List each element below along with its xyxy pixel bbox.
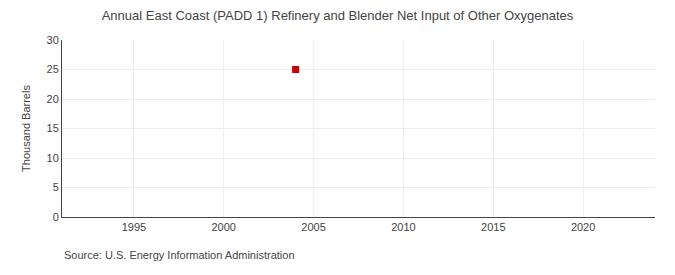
svg-text:2005: 2005 (301, 221, 325, 233)
svg-text:25: 25 (47, 63, 59, 75)
svg-text:20: 20 (47, 93, 59, 105)
svg-text:15: 15 (47, 122, 59, 134)
svg-text:5: 5 (53, 181, 59, 193)
svg-text:Source: U.S. Energy Informatio: Source: U.S. Energy Information Administ… (64, 249, 295, 261)
svg-text:2000: 2000 (211, 221, 235, 233)
svg-text:1995: 1995 (122, 221, 146, 233)
svg-text:2010: 2010 (391, 221, 415, 233)
svg-text:10: 10 (47, 152, 59, 164)
svg-text:Annual East Coast (PADD 1) Ref: Annual East Coast (PADD 1) Refinery and … (102, 8, 574, 23)
svg-text:0: 0 (53, 211, 59, 223)
svg-text:Thousand Barrels: Thousand Barrels (20, 85, 32, 172)
svg-text:2015: 2015 (481, 221, 505, 233)
svg-text:30: 30 (47, 34, 59, 46)
svg-text:2020: 2020 (571, 221, 595, 233)
